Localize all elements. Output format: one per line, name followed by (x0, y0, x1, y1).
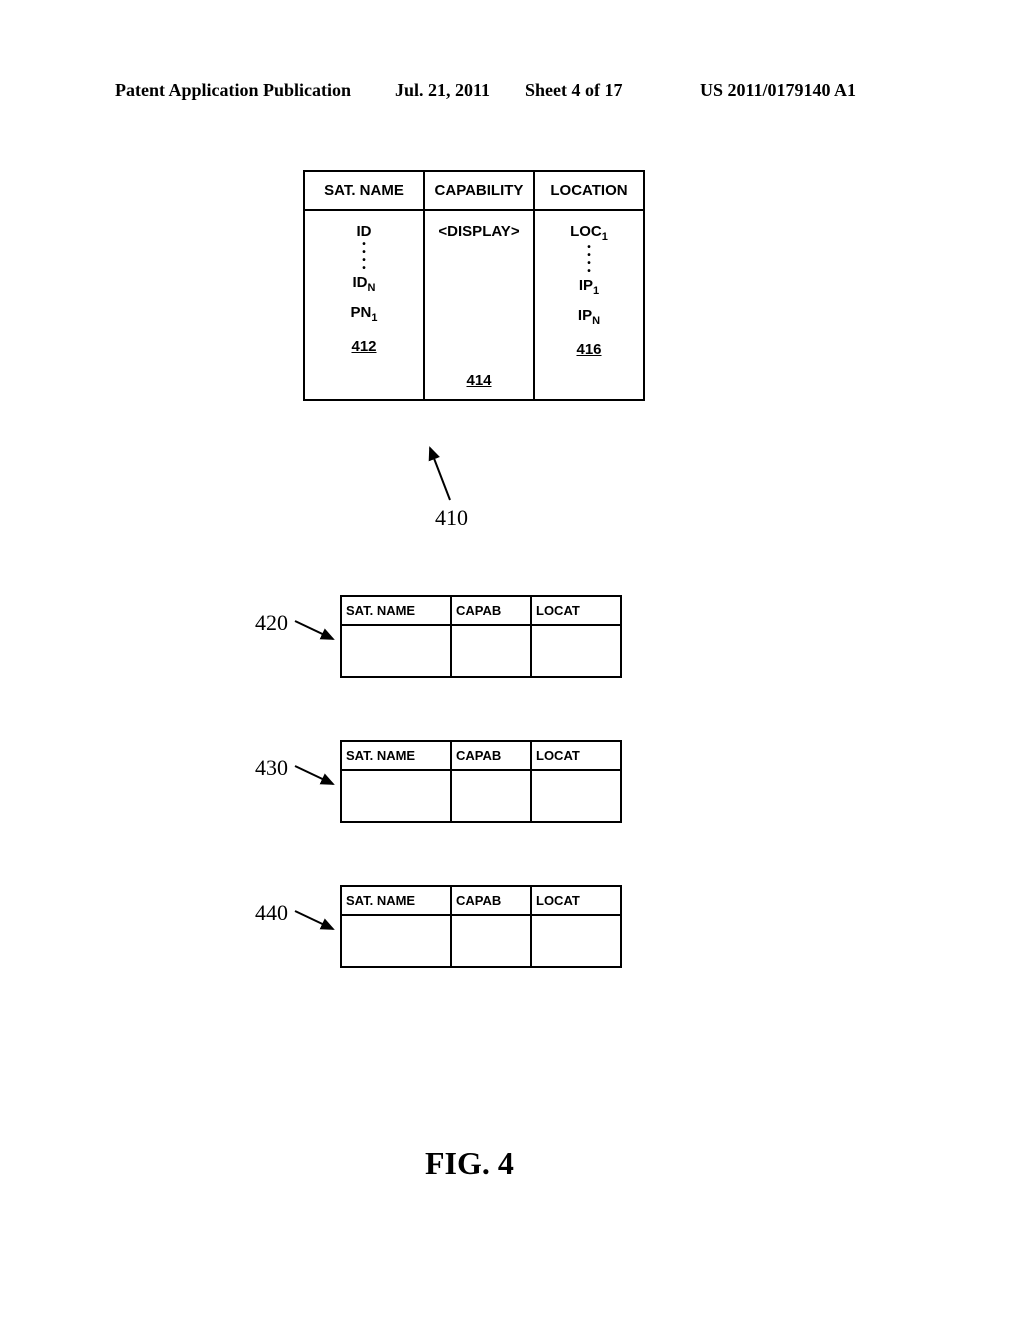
main-table-header-row: SAT. NAME CAPABILITY LOCATION (304, 171, 644, 210)
col-header-satname: SAT. NAME (341, 886, 451, 915)
col-satname: ID • • • • IDN PN1 412 (304, 210, 424, 400)
col-ref-414: 414 (466, 372, 491, 389)
pub-label: Patent Application Publication (115, 80, 351, 101)
small-table-420: SAT. NAME CAPAB LOCAT (340, 595, 622, 678)
table-header-row: SAT. NAME CAPAB LOCAT (341, 886, 621, 915)
location-ip1: IP1 (579, 277, 599, 297)
small-table-440: SAT. NAME CAPAB LOCAT (340, 885, 622, 968)
sheet-info: Sheet 4 of 17 (525, 80, 623, 101)
satname-idn: IDN (353, 274, 376, 294)
col-ref-416: 416 (576, 341, 601, 358)
col-ref-412: 412 (351, 338, 376, 355)
satname-pn1: PN1 (351, 304, 378, 324)
table-header-row: SAT. NAME CAPAB LOCAT (341, 596, 621, 625)
col-header-capab: CAPAB (451, 596, 531, 625)
col-header-locat: LOCAT (531, 886, 621, 915)
col-capability: <DISPLAY> 414 (424, 210, 534, 400)
col-header-location: LOCATION (534, 171, 644, 210)
vdots-icon: • (362, 266, 366, 272)
main-table: SAT. NAME CAPABILITY LOCATION ID • • • •… (303, 170, 645, 401)
col-header-capab: CAPAB (451, 886, 531, 915)
ref-430: 430 (255, 755, 288, 781)
satname-id: ID (357, 223, 372, 240)
col-header-capab: CAPAB (451, 741, 531, 770)
ref-440: 440 (255, 900, 288, 926)
capability-display: <DISPLAY> (438, 223, 519, 240)
ref-410: 410 (435, 505, 468, 531)
arrow-440 (295, 905, 345, 940)
figure-caption: FIG. 4 (425, 1145, 514, 1182)
location-ipn: IPN (578, 307, 600, 327)
arrow-430 (295, 760, 345, 795)
pub-date: Jul. 21, 2011 (395, 80, 490, 101)
col-header-locat: LOCAT (531, 596, 621, 625)
pub-number: US 2011/0179140 A1 (700, 80, 856, 101)
arrow-410 (420, 440, 480, 510)
arrow-420 (295, 615, 345, 650)
col-header-satname: SAT. NAME (341, 741, 451, 770)
col-location: LOC1 • • • • IP1 IPN 416 (534, 210, 644, 400)
table-row (341, 625, 621, 677)
vdots-icon: • (587, 269, 591, 275)
table-row (341, 770, 621, 822)
col-header-satname: SAT. NAME (304, 171, 424, 210)
col-header-locat: LOCAT (531, 741, 621, 770)
col-header-capability: CAPABILITY (424, 171, 534, 210)
main-table-body-row: ID • • • • IDN PN1 412 <DISPLAY> 414 (304, 210, 644, 400)
location-loc1: LOC1 (570, 223, 608, 243)
ref-420: 420 (255, 610, 288, 636)
table-row (341, 915, 621, 967)
table-header-row: SAT. NAME CAPAB LOCAT (341, 741, 621, 770)
col-header-satname: SAT. NAME (341, 596, 451, 625)
small-table-430: SAT. NAME CAPAB LOCAT (340, 740, 622, 823)
